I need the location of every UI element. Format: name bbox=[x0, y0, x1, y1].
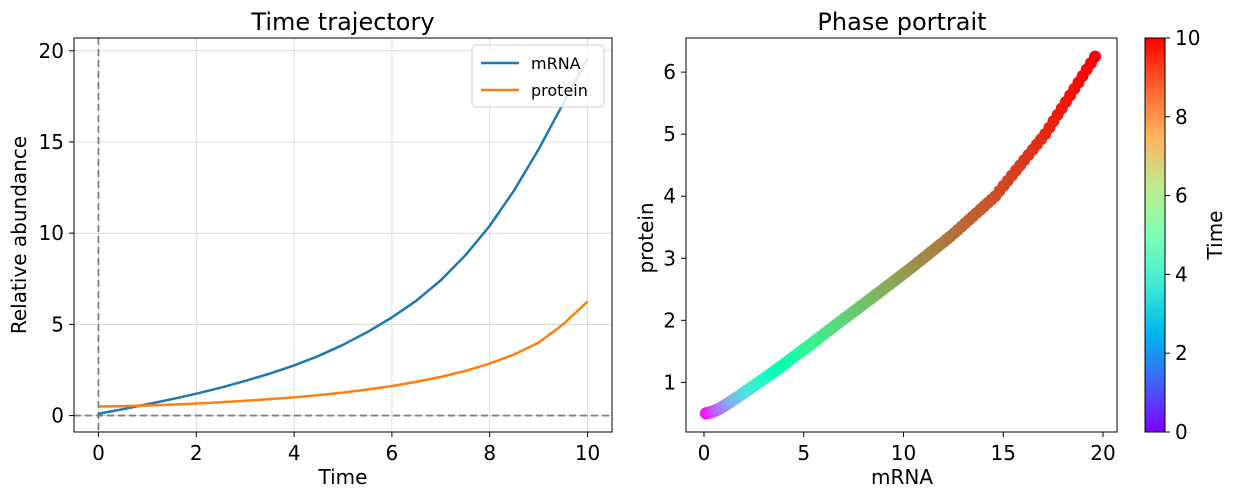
colorbar-tick-label: 4 bbox=[1175, 262, 1188, 286]
y-tick-label: 0 bbox=[51, 404, 64, 428]
x-tick-label: 10 bbox=[891, 441, 916, 465]
colorbar-tick-label: 8 bbox=[1175, 105, 1188, 129]
x-tick-label: 2 bbox=[190, 441, 203, 465]
scatter-point bbox=[1089, 50, 1102, 63]
scatter-points bbox=[699, 50, 1102, 420]
colorbar-tick-label: 0 bbox=[1175, 420, 1188, 444]
x-axis: 0 5 10 15 20 bbox=[698, 432, 1116, 465]
colorbar-label: Time bbox=[1203, 211, 1227, 261]
x-tick-label: 8 bbox=[483, 441, 496, 465]
legend-box bbox=[471, 44, 605, 108]
series-lines bbox=[98, 57, 589, 415]
y-tick-label: 10 bbox=[39, 221, 64, 245]
axes-frame bbox=[73, 37, 613, 433]
reference-lines bbox=[74, 38, 612, 432]
colorbar-tick-label: 6 bbox=[1175, 184, 1188, 208]
y-tick-label: 20 bbox=[39, 39, 64, 63]
colorbar-tick-label: 10 bbox=[1175, 26, 1200, 50]
x-axis: 0 2 4 6 8 10 bbox=[92, 432, 600, 465]
colorbar-frame bbox=[1144, 37, 1166, 433]
x-tick-label: 20 bbox=[1090, 441, 1115, 465]
x-tick-label: 6 bbox=[386, 441, 399, 465]
chart-title: Phase portrait bbox=[817, 8, 986, 36]
axes-frame bbox=[685, 37, 1118, 433]
phase-portrait-panel: Phase portrait 0 5 10 15 20 1 2 3 4 5 6 mRNA prot… bbox=[634, 8, 1118, 489]
legend-label-mrna: mRNA bbox=[531, 54, 581, 73]
time-trajectory-panel: Time trajectory 0 2 4 6 8 10 0 5 10 15 20 Time Re… bbox=[7, 8, 613, 489]
y-tick-label: 4 bbox=[663, 184, 676, 208]
y-tick-label: 15 bbox=[39, 130, 64, 154]
series-line-protein bbox=[98, 300, 589, 408]
x-tick-label: 15 bbox=[991, 441, 1016, 465]
x-tick-label: 4 bbox=[288, 441, 301, 465]
colorbar-tick-label: 2 bbox=[1175, 341, 1188, 365]
y-axis-label: Relative abundance bbox=[7, 136, 31, 334]
x-axis-label: Time bbox=[318, 465, 368, 489]
legend: mRNA protein bbox=[471, 44, 605, 108]
colorbar: 0 2 4 6 8 10 Time bbox=[1144, 26, 1227, 444]
x-axis-label: mRNA bbox=[871, 465, 933, 489]
y-axis-label: protein bbox=[634, 202, 658, 273]
y-tick-label: 5 bbox=[663, 122, 676, 146]
y-axis: 1 2 3 4 5 6 bbox=[663, 60, 686, 394]
colorbar-gradient bbox=[1145, 38, 1165, 432]
y-axis: 0 5 10 15 20 bbox=[39, 39, 74, 428]
y-tick-label: 5 bbox=[51, 312, 64, 336]
chart-title: Time trajectory bbox=[250, 8, 434, 36]
colorbar-ticks: 0 2 4 6 8 10 bbox=[1165, 26, 1200, 444]
y-tick-label: 6 bbox=[663, 60, 676, 84]
y-tick-label: 2 bbox=[663, 308, 676, 332]
x-tick-label: 0 bbox=[92, 441, 105, 465]
y-tick-label: 3 bbox=[663, 246, 676, 270]
legend-label-protein: protein bbox=[531, 81, 588, 100]
series-line-mrna bbox=[98, 57, 589, 415]
y-tick-label: 1 bbox=[663, 370, 676, 394]
x-tick-label: 5 bbox=[797, 441, 810, 465]
x-tick-label: 10 bbox=[575, 441, 600, 465]
x-tick-label: 0 bbox=[698, 441, 711, 465]
